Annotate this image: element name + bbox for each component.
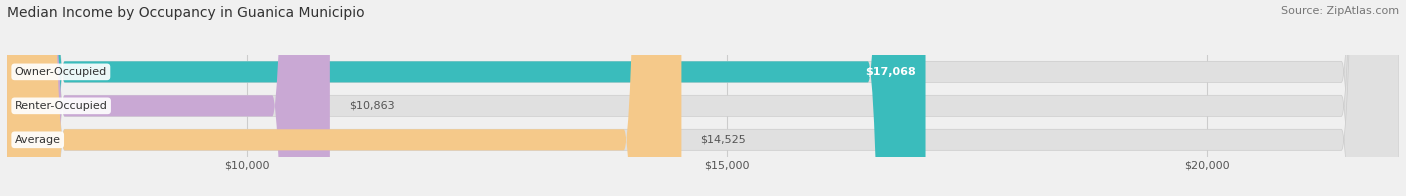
FancyBboxPatch shape: [7, 0, 925, 196]
Text: Owner-Occupied: Owner-Occupied: [14, 67, 107, 77]
Text: $10,863: $10,863: [349, 101, 395, 111]
FancyBboxPatch shape: [7, 0, 1399, 196]
Text: Median Income by Occupancy in Guanica Municipio: Median Income by Occupancy in Guanica Mu…: [7, 6, 364, 20]
Text: $14,525: $14,525: [700, 135, 747, 145]
FancyBboxPatch shape: [7, 0, 330, 196]
Text: Renter-Occupied: Renter-Occupied: [14, 101, 108, 111]
FancyBboxPatch shape: [7, 0, 1399, 196]
FancyBboxPatch shape: [7, 0, 682, 196]
Text: Average: Average: [14, 135, 60, 145]
FancyBboxPatch shape: [7, 0, 1399, 196]
Text: Source: ZipAtlas.com: Source: ZipAtlas.com: [1281, 6, 1399, 16]
Text: $17,068: $17,068: [865, 67, 915, 77]
